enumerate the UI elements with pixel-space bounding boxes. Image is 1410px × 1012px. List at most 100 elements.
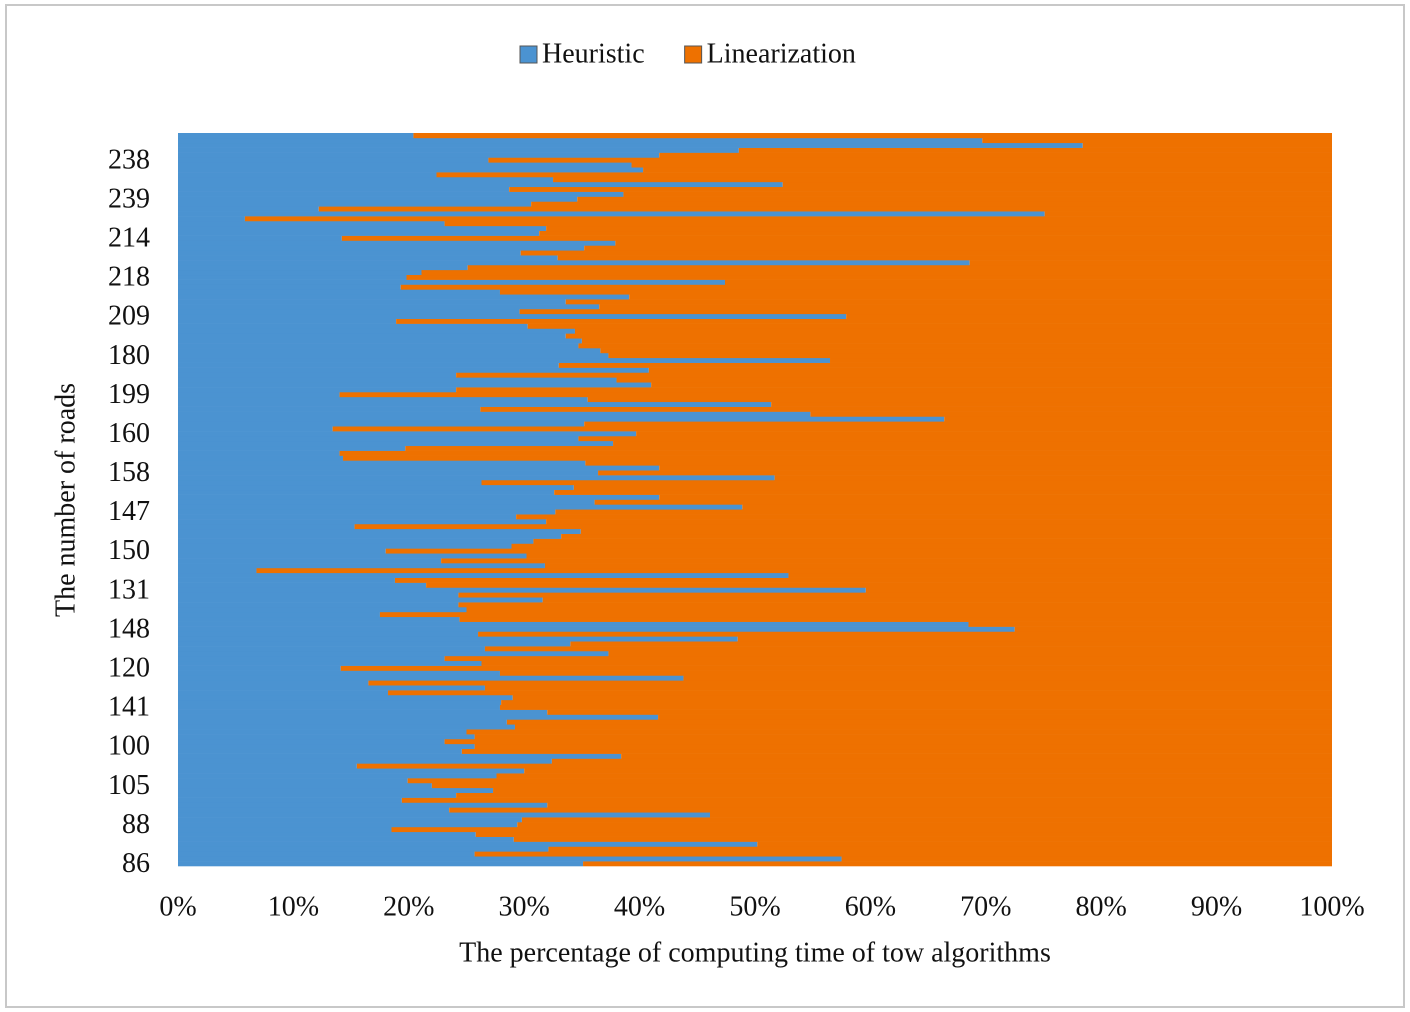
bar-segment [509,186,1332,192]
y-tick-label: 100 [108,731,150,762]
bar-segment [178,509,556,515]
bar-segment [565,299,1332,305]
bar-segment [484,685,1332,691]
bar-segment [178,826,392,833]
bar-segment [178,308,520,315]
bar-segment [178,704,500,710]
bar-segment [178,753,622,759]
y-tick-label: 150 [108,535,150,566]
legend-label: Heuristic [542,38,645,69]
y-tick-label: 131 [108,574,150,605]
bar-segment [388,690,1332,696]
bar-segment [481,479,1332,486]
bar-segment [178,729,467,735]
y-tick-label: 147 [108,496,150,527]
bar-segment [178,563,545,569]
bar-segment [340,665,1332,671]
bar-segment [178,670,500,676]
bar-segment [578,435,1332,442]
bar-segment [830,357,1332,363]
bar-segment [651,382,1332,388]
bar-segment [608,352,1332,359]
bar-segment [178,587,866,593]
bar-segment [178,416,945,422]
bar-segment [178,196,578,202]
bar-segment [178,607,467,613]
bar-segment [524,768,1332,774]
bar-segment [178,181,783,188]
bar-segment [178,426,333,432]
bar-segment [178,172,437,178]
bar-segment [178,411,811,417]
bar-segment [474,743,1332,750]
bar-segment [517,822,1332,828]
bar-segment [565,333,1332,339]
bar-segment [546,225,1332,232]
bar-segment [178,362,559,368]
y-tick-label: 120 [108,653,150,684]
bar-segment [585,460,1332,466]
bar-segment [178,201,532,207]
bar-segment [379,611,1332,618]
bar-segment [499,704,1332,710]
bar-segment [629,294,1332,300]
bar-segment [178,665,341,671]
bar-segment [551,758,1332,764]
bar-segment [431,782,1332,789]
bar-segment [511,543,1333,549]
bar-segment [513,836,1332,842]
bar-segment [648,367,1332,373]
bar-segment [444,220,1333,227]
bar-segment [659,465,1332,471]
bar-segment [178,582,427,588]
bar-segment [178,465,660,471]
bar-segment [178,484,574,491]
bar-segment [178,553,527,559]
bar-segment [178,284,401,290]
bar-segment [178,269,422,276]
bar-segment [478,631,1332,637]
bar-segment [318,206,1333,212]
y-tick-label: 180 [108,340,150,371]
bar-segment [514,724,1332,730]
bar-segment [570,641,1332,647]
bar-segment [621,753,1332,759]
bar-segment [178,822,518,828]
bar-segment [178,147,739,153]
bar-segment [474,734,1332,740]
bar-segment [178,475,775,481]
bar-segment [577,196,1332,202]
bar-segment [178,523,355,530]
bar-segment [499,670,1332,676]
bar-segment [1082,142,1332,148]
bar-segment [178,709,548,715]
bar-segment [594,499,1332,505]
bar-segment [178,250,521,256]
bar-segment [944,416,1332,422]
x-tick-label: 40% [614,891,665,922]
bar-segment [178,274,407,280]
bar-segment [343,455,1333,461]
bar-segment [178,460,586,466]
bar-segment [178,137,983,144]
bar-segment [474,851,1332,857]
bar-segment [466,729,1332,735]
bar-segment [178,391,340,398]
bar-segment [178,577,395,583]
bar-segment [178,611,380,618]
bar-segment [178,387,457,393]
bar-segment [178,812,710,818]
bar-segment [774,475,1332,481]
bar-segment [459,616,1332,622]
bar-segment [178,333,566,339]
bar-segment [178,817,522,823]
bar-segment [771,401,1332,407]
bar-segment [178,338,582,344]
bar-segment [526,553,1332,559]
bar-segment [659,494,1332,500]
bar-segment [613,440,1332,447]
bar-segment [178,431,637,437]
bar-segment [178,558,442,564]
bar-segment [458,592,1332,598]
bar-segment [499,289,1332,295]
